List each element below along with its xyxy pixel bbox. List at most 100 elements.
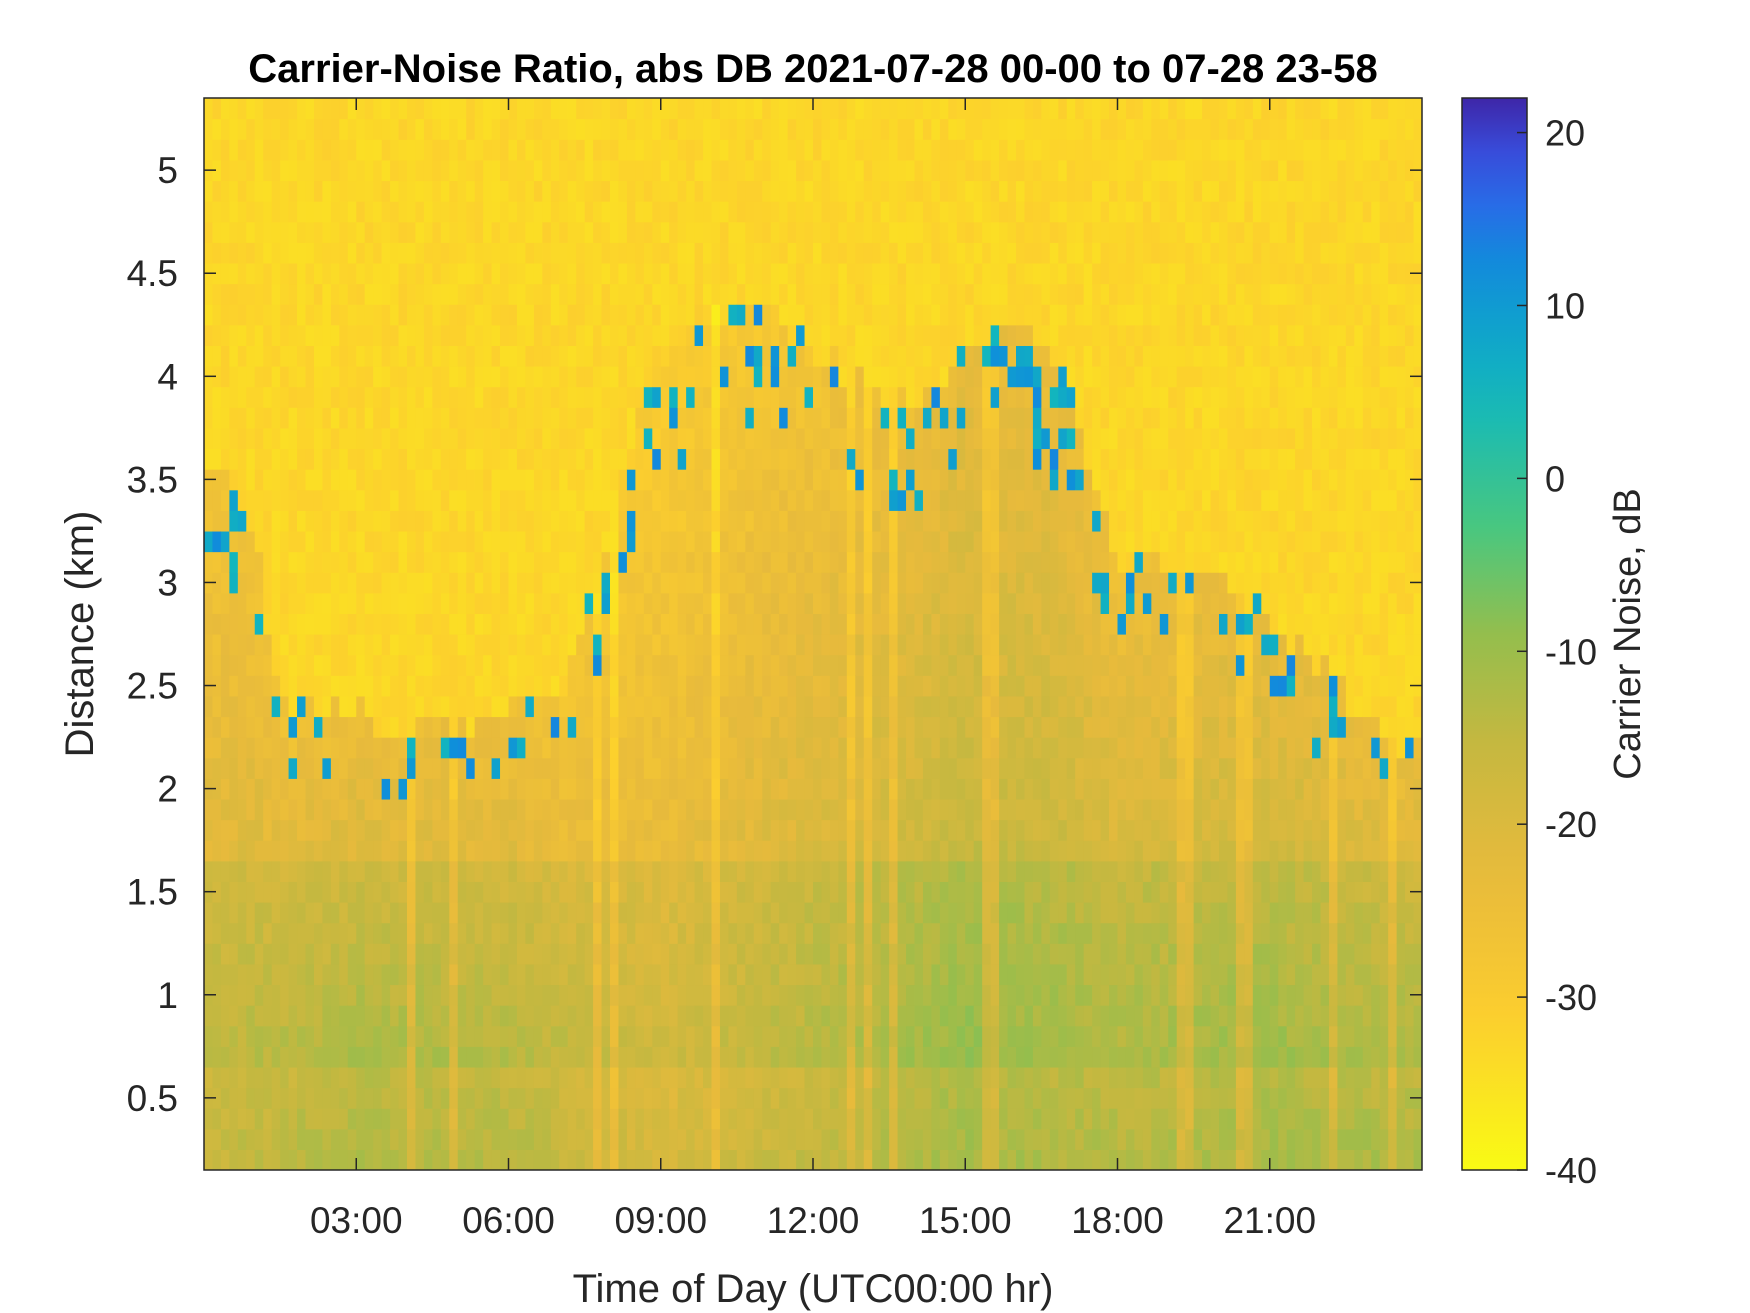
- heatmap-cell: [466, 592, 476, 614]
- heatmap-cell: [407, 1005, 417, 1027]
- heatmap-cell: [872, 201, 882, 223]
- heatmap-cell: [330, 881, 340, 903]
- heatmap-cell: [813, 860, 823, 882]
- heatmap-cell: [576, 1046, 586, 1068]
- heatmap-cell: [948, 737, 958, 759]
- heatmap-cell: [948, 902, 958, 924]
- heatmap-cell: [694, 675, 704, 697]
- heatmap-cell: [855, 242, 865, 264]
- heatmap-cell: [407, 613, 417, 635]
- heatmap-cell: [483, 798, 493, 821]
- heatmap-cell: [846, 572, 856, 594]
- heatmap-cell: [220, 324, 230, 346]
- heatmap-cell: [491, 366, 501, 388]
- heatmap-cell: [821, 221, 831, 243]
- heatmap-cell: [728, 634, 738, 656]
- heatmap-cell: [322, 118, 332, 140]
- heatmap-cell: [610, 242, 620, 264]
- heatmap-cell: [686, 922, 696, 944]
- heatmap-cell: [601, 757, 611, 779]
- heatmap-cell: [432, 510, 442, 532]
- heatmap-cell: [982, 201, 992, 223]
- heatmap-cell: [770, 118, 780, 140]
- heatmap-cell: [745, 613, 755, 635]
- heatmap-cell: [626, 819, 636, 841]
- heatmap-cell: [821, 984, 831, 1006]
- heatmap-cell: [373, 819, 383, 841]
- heatmap-cell: [508, 489, 518, 511]
- heatmap-cell: [694, 757, 704, 779]
- heatmap-cell: [491, 675, 501, 697]
- heatmap-cell: [508, 654, 518, 676]
- heatmap-cell: [770, 98, 780, 120]
- heatmap-cell: [922, 695, 933, 718]
- heatmap-cell: [466, 716, 476, 738]
- heatmap-cell: [1007, 159, 1017, 182]
- heatmap-cell: [906, 262, 916, 285]
- heatmap-cell: [533, 592, 543, 614]
- heatmap-cell: [508, 407, 518, 429]
- heatmap-cell: [449, 675, 459, 697]
- heatmap-cell: [297, 1108, 307, 1130]
- heatmap-cell: [550, 778, 560, 800]
- heatmap-cell: [212, 1005, 222, 1027]
- heatmap-cell: [364, 695, 374, 718]
- heatmap-cell: [779, 1005, 789, 1027]
- heatmap-cell: [897, 201, 907, 223]
- heatmap-cell: [474, 922, 484, 944]
- heatmap-cell: [440, 159, 450, 182]
- heatmap-cell: [872, 1025, 882, 1047]
- heatmap-cell: [728, 427, 738, 450]
- heatmap-cell: [500, 922, 510, 944]
- heatmap-cell: [872, 984, 882, 1006]
- heatmap-cell: [593, 819, 603, 841]
- heatmap-cell: [584, 819, 594, 841]
- heatmap-cell: [415, 1046, 425, 1068]
- heatmap-cell: [660, 1025, 670, 1047]
- heatmap-cell: [669, 304, 679, 326]
- heatmap-cell: [829, 1046, 839, 1068]
- heatmap-cell: [736, 840, 746, 862]
- heatmap-cell: [796, 572, 806, 594]
- heatmap-cell: [390, 1128, 400, 1150]
- heatmap-cell: [542, 118, 552, 140]
- heatmap-cell: [906, 1149, 916, 1170]
- heatmap-cell: [813, 345, 823, 367]
- heatmap-cell: [347, 427, 357, 450]
- heatmap-cell: [533, 757, 543, 779]
- heatmap-cell: [897, 1046, 907, 1068]
- heatmap-cell: [762, 592, 772, 614]
- heatmap-cell: [271, 984, 281, 1006]
- heatmap-cell: [922, 283, 933, 305]
- heatmap-cell: [914, 943, 924, 965]
- heatmap-cell: [491, 1108, 501, 1130]
- heatmap-cell: [956, 180, 966, 202]
- heatmap-cell: [474, 304, 484, 326]
- heatmap-cell: [567, 1108, 577, 1130]
- heatmap-cell: [449, 1128, 459, 1150]
- heatmap-cell: [288, 654, 298, 676]
- heatmap-cell: [880, 551, 890, 573]
- heatmap-cell: [635, 634, 645, 656]
- heatmap-cell: [618, 386, 628, 408]
- heatmap-cell: [263, 798, 273, 821]
- heatmap-cell: [254, 572, 264, 594]
- heatmap-cell: [364, 634, 374, 656]
- heatmap-cell: [330, 180, 340, 202]
- heatmap-cell: [804, 963, 814, 986]
- heatmap-cell: [263, 819, 273, 841]
- heatmap-cell: [533, 324, 543, 346]
- heatmap-cell: [703, 469, 713, 491]
- heatmap-cell: [288, 530, 298, 553]
- heatmap-cell: [948, 118, 958, 140]
- heatmap-cell: [982, 159, 992, 182]
- heatmap-cell: [584, 1005, 594, 1027]
- heatmap-cell: [407, 1025, 417, 1047]
- heatmap-cell: [804, 798, 814, 821]
- heatmap-cell: [364, 1025, 374, 1047]
- heatmap-cell: [229, 98, 239, 120]
- heatmap-cell: [212, 695, 222, 718]
- heatmap-cell: [356, 530, 366, 553]
- heatmap-cell: [652, 860, 662, 882]
- heatmap-cell: [796, 1087, 806, 1109]
